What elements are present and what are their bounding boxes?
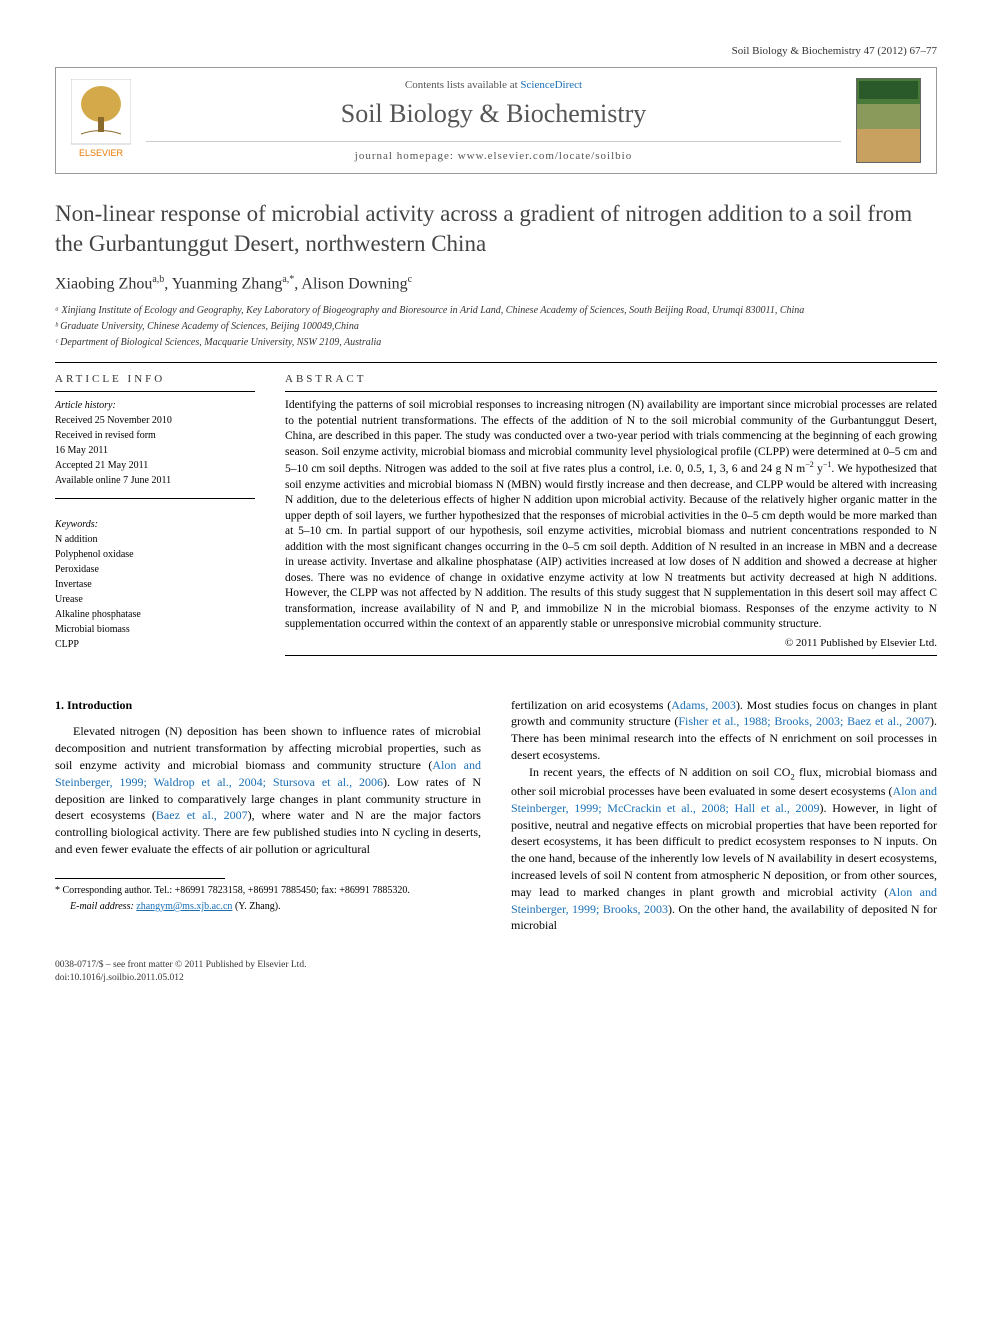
footnotes-block: * Corresponding author. Tel.: +86991 782… bbox=[55, 884, 481, 914]
affiliation-a: ᵃ Xinjiang Institute of Ecology and Geog… bbox=[55, 303, 937, 318]
intro-para-1: Elevated nitrogen (N) deposition has bee… bbox=[55, 723, 481, 857]
journal-header-box: ELSEVIER Contents lists available at Sci… bbox=[55, 67, 937, 174]
history-online: Available online 7 June 2011 bbox=[55, 473, 255, 488]
corresponding-email-link[interactable]: zhangym@ms.xjb.ac.cn bbox=[136, 901, 232, 912]
body-two-columns: 1. Introduction Elevated nitrogen (N) de… bbox=[55, 697, 937, 935]
journal-center-block: Contents lists available at ScienceDirec… bbox=[146, 79, 841, 162]
corresponding-author-note: * Corresponding author. Tel.: +86991 782… bbox=[55, 884, 481, 898]
keywords-hr bbox=[55, 498, 255, 499]
keyword-7: CLPP bbox=[55, 637, 255, 652]
abstract-hr bbox=[285, 391, 937, 392]
keyword-3: Invertase bbox=[55, 577, 255, 592]
keyword-1: Polyphenol oxidase bbox=[55, 547, 255, 562]
abstract-column: ABSTRACT Identifying the patterns of soi… bbox=[285, 373, 937, 662]
homepage-url: www.elsevier.com/locate/soilbio bbox=[458, 150, 632, 162]
article-info-heading: ARTICLE INFO bbox=[55, 373, 255, 385]
intro-para-2: fertilization on arid ecosystems (Adams,… bbox=[511, 697, 937, 764]
abstract-heading: ABSTRACT bbox=[285, 373, 937, 385]
email-suffix: (Y. Zhang). bbox=[232, 901, 280, 912]
abstract-bottom-hr bbox=[285, 655, 937, 656]
contents-available-line: Contents lists available at ScienceDirec… bbox=[146, 79, 841, 91]
svg-text:ELSEVIER: ELSEVIER bbox=[79, 148, 124, 158]
page-footer: 0038-0717/$ – see front matter © 2011 Pu… bbox=[55, 954, 937, 986]
article-info-hr bbox=[55, 391, 255, 392]
intro-para-3: In recent years, the effects of N additi… bbox=[511, 764, 937, 934]
email-label: E-mail address: bbox=[70, 901, 136, 912]
keywords-block: Keywords: N addition Polyphenol oxidase … bbox=[55, 517, 255, 652]
abstract-copyright: © 2011 Published by Elsevier Ltd. bbox=[285, 637, 937, 649]
history-revised2: 16 May 2011 bbox=[55, 443, 255, 458]
elsevier-logo: ELSEVIER bbox=[71, 79, 131, 163]
corr-text: Tel.: +86991 7823158, +86991 7885450; fa… bbox=[154, 885, 410, 896]
history-label: Article history: bbox=[55, 398, 255, 413]
journal-name: Soil Biology & Biochemistry bbox=[146, 99, 841, 129]
journal-cover-thumbnail bbox=[856, 78, 921, 163]
article-title: Non-linear response of microbial activit… bbox=[55, 199, 937, 259]
affiliations-block: ᵃ Xinjiang Institute of Ecology and Geog… bbox=[55, 303, 937, 350]
keyword-0: N addition bbox=[55, 532, 255, 547]
journal-homepage-line: journal homepage: www.elsevier.com/locat… bbox=[146, 141, 841, 162]
affiliation-b: ᵇ Graduate University, Chinese Academy o… bbox=[55, 319, 937, 334]
corr-label: * Corresponding author. bbox=[55, 885, 154, 896]
elsevier-tree-icon: ELSEVIER bbox=[71, 79, 131, 159]
sciencedirect-link[interactable]: ScienceDirect bbox=[520, 79, 582, 91]
homepage-prefix: journal homepage: bbox=[355, 150, 458, 162]
author-list: Xiaobing Zhoua,b, Yuanming Zhanga,*, Ali… bbox=[55, 274, 937, 293]
contents-prefix: Contents lists available at bbox=[405, 79, 520, 91]
section-1-heading: 1. Introduction bbox=[55, 697, 481, 714]
footer-doi-line: doi:10.1016/j.soilbio.2011.05.012 bbox=[55, 972, 937, 985]
keyword-4: Urease bbox=[55, 592, 255, 607]
footnote-separator bbox=[55, 878, 225, 879]
info-abstract-row: ARTICLE INFO Article history: Received 2… bbox=[55, 373, 937, 662]
footer-issn-line: 0038-0717/$ – see front matter © 2011 Pu… bbox=[55, 959, 937, 972]
divider-top bbox=[55, 362, 937, 363]
history-revised1: Received in revised form bbox=[55, 428, 255, 443]
history-accepted: Accepted 21 May 2011 bbox=[55, 458, 255, 473]
affiliation-c: ᶜ Department of Biological Sciences, Mac… bbox=[55, 335, 937, 350]
keyword-5: Alkaline phosphatase bbox=[55, 607, 255, 622]
email-note: E-mail address: zhangym@ms.xjb.ac.cn (Y.… bbox=[55, 900, 481, 914]
article-info-column: ARTICLE INFO Article history: Received 2… bbox=[55, 373, 255, 662]
abstract-body: Identifying the patterns of soil microbi… bbox=[285, 398, 937, 633]
history-received: Received 25 November 2010 bbox=[55, 413, 255, 428]
keywords-label: Keywords: bbox=[55, 517, 255, 532]
page-container: Soil Biology & Biochemistry 47 (2012) 67… bbox=[0, 0, 992, 1026]
keyword-6: Microbial biomass bbox=[55, 622, 255, 637]
running-head: Soil Biology & Biochemistry 47 (2012) 67… bbox=[55, 45, 937, 57]
keyword-2: Peroxidase bbox=[55, 562, 255, 577]
article-history: Article history: Received 25 November 20… bbox=[55, 398, 255, 488]
